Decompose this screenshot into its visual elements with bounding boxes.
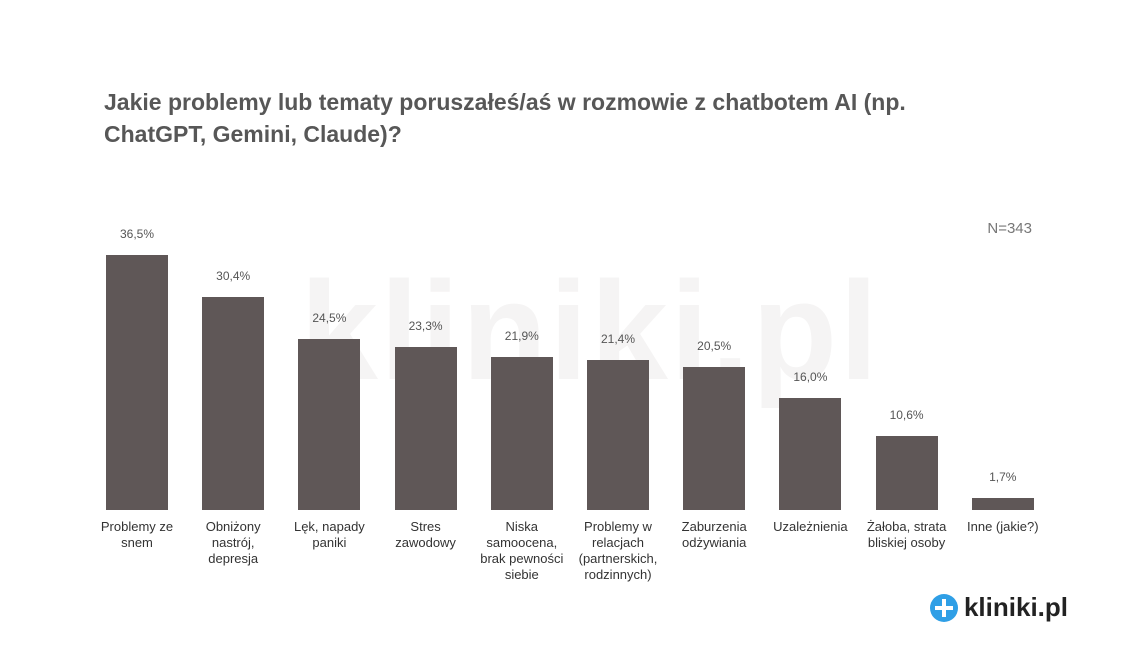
x-tick-label: Obniżony nastrój, depresja bbox=[205, 519, 261, 566]
x-tick-label: Problemy w relacjach (partnerskich, rodz… bbox=[578, 519, 658, 582]
value-label: 16,0% bbox=[793, 370, 828, 384]
value-label: 10,6% bbox=[889, 407, 924, 422]
bar bbox=[683, 366, 746, 510]
bar bbox=[587, 360, 649, 510]
value-label: 30,4% bbox=[216, 269, 251, 284]
value-label: 36,5% bbox=[119, 226, 155, 241]
bar bbox=[779, 398, 842, 510]
value-label: 20,5% bbox=[697, 338, 732, 353]
x-tick-label: Niska samoocena, brak pewności siebie bbox=[480, 519, 564, 582]
value-label: 1,7% bbox=[989, 470, 1017, 485]
x-tick-label: Inne (jakie?) bbox=[967, 519, 1039, 534]
logo-icon bbox=[929, 593, 958, 622]
logo-text: kliniki.pl bbox=[963, 592, 1068, 622]
bar bbox=[202, 297, 265, 510]
value-label: 21,4% bbox=[600, 332, 636, 347]
logo: kliniki.pl bbox=[929, 592, 1068, 623]
bar bbox=[971, 498, 1034, 510]
x-tick-label: Problemy ze snem bbox=[100, 519, 174, 550]
value-label: 23,3% bbox=[408, 318, 443, 333]
bar bbox=[875, 435, 938, 510]
bar bbox=[106, 254, 168, 510]
x-tick-label: Uzależnienia bbox=[773, 519, 848, 534]
bar bbox=[394, 346, 457, 510]
x-tick-label: Żałoba, strata bliskiej osoby bbox=[866, 519, 947, 550]
x-tick-label: Zaburzenia odżywiania bbox=[681, 519, 747, 550]
x-tick-label: Lęk, napady paniki bbox=[293, 519, 365, 550]
x-tick-label: Stres zawodowy bbox=[395, 519, 456, 550]
value-label: 24,5% bbox=[312, 310, 347, 325]
bar bbox=[298, 338, 361, 510]
value-label: 21,9% bbox=[504, 328, 539, 343]
sample-size: N=343 bbox=[987, 220, 1032, 237]
chart-title: Jakie problemy lub tematy poruszałeś/aś … bbox=[104, 89, 906, 147]
bar bbox=[490, 356, 553, 510]
